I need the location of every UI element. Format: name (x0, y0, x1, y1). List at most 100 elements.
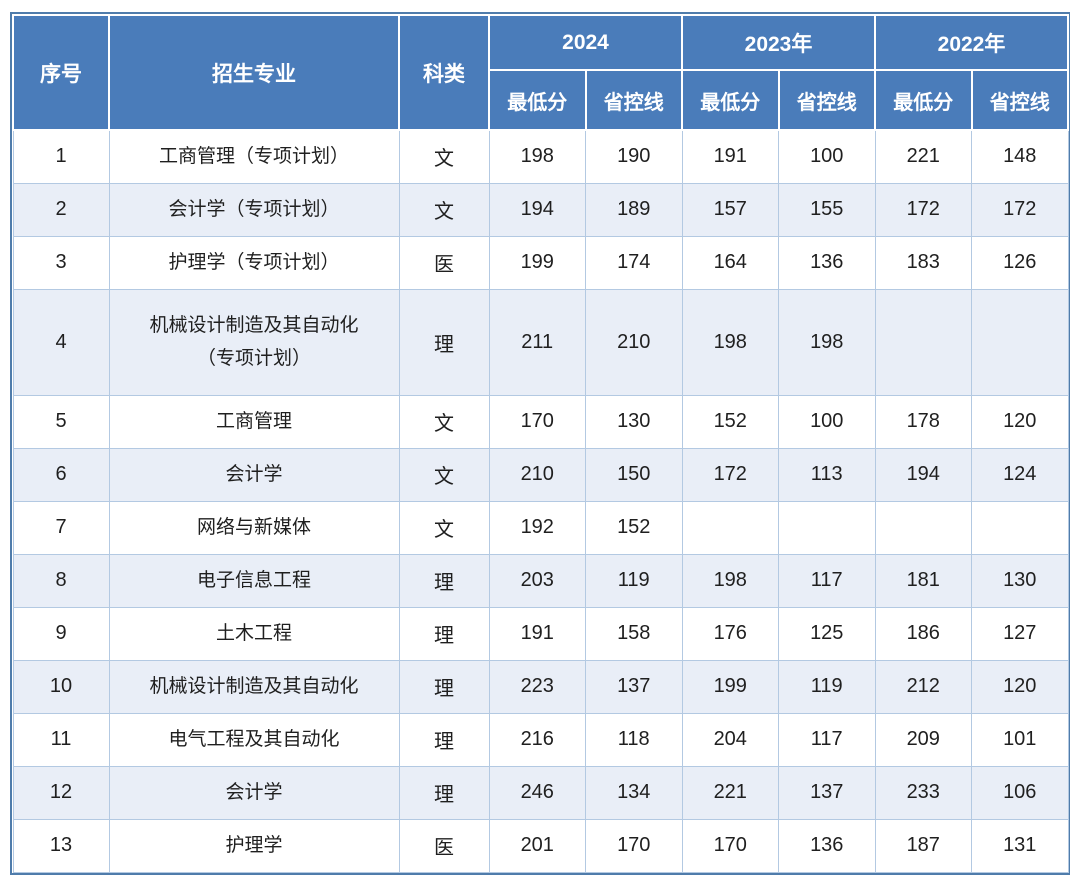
cell-index: 6 (12, 447, 110, 502)
cell-score: 246 (488, 765, 586, 820)
cell-score: 199 (681, 659, 779, 714)
cell-score: 119 (778, 659, 876, 714)
table-row: 7 网络与新媒体文 192 152 (12, 500, 1069, 555)
cell-score: 198 (778, 288, 876, 396)
cell-score: 170 (488, 394, 586, 449)
cell-score: 101 (971, 712, 1069, 767)
cell-major: 电气工程及其自动化 (108, 712, 400, 767)
cell-major: 工商管理（专项计划） (108, 129, 400, 184)
cell-index: 9 (12, 606, 110, 661)
cell-score: 157 (681, 182, 779, 237)
cell-score: 124 (971, 447, 1069, 502)
cell-index: 7 (12, 500, 110, 555)
cell-score: 158 (585, 606, 683, 661)
cell-index: 2 (12, 182, 110, 237)
subheader-control-line-2022: 省控线 (970, 69, 1069, 131)
cell-score: 198 (681, 553, 779, 608)
cell-index: 11 (12, 712, 110, 767)
cell-score: 172 (971, 182, 1069, 237)
cell-score: 120 (971, 394, 1069, 449)
cell-major: 土木工程 (108, 606, 400, 661)
cell-score: 211 (488, 288, 586, 396)
cell-major: 护理学（专项计划） (108, 235, 400, 290)
cell-score: 130 (585, 394, 683, 449)
table-row: 3 护理学（专项计划）医 199 174 164 136 183 126 (12, 235, 1069, 290)
cell-index: 3 (12, 235, 110, 290)
cell-score: 134 (585, 765, 683, 820)
cell-category: 文 (398, 394, 490, 449)
cell-index: 10 (12, 659, 110, 714)
cell-index: 1 (12, 129, 110, 184)
cell-score: 199 (488, 235, 586, 290)
cell-score: 221 (874, 129, 972, 184)
subheader-min-score-2024: 最低分 (488, 69, 587, 131)
cell-score: 210 (585, 288, 683, 396)
cell-category: 理 (398, 659, 490, 714)
cell-index: 5 (12, 394, 110, 449)
table-row: 12 会计学理 246 134 221 137 233 106 (12, 765, 1069, 820)
cell-category: 文 (398, 447, 490, 502)
cell-score: 172 (874, 182, 972, 237)
cell-score: 106 (971, 765, 1069, 820)
cell-score: 223 (488, 659, 586, 714)
cell-major: 会计学 (108, 447, 400, 502)
cell-score: 174 (585, 235, 683, 290)
cell-major: 会计学（专项计划） (108, 182, 400, 237)
cell-score: 130 (971, 553, 1069, 608)
cell-score: 164 (681, 235, 779, 290)
cell-score: 209 (874, 712, 972, 767)
cell-score (971, 288, 1069, 396)
cell-category: 文 (398, 129, 490, 184)
cell-score: 125 (778, 606, 876, 661)
table-body: 1 工商管理（专项计划）文 198 190 191 100 221 148 2 会计学（专项计划）… (12, 129, 1069, 873)
cell-score: 191 (488, 606, 586, 661)
table-row: 8 电子信息工程理 203 119 198 117 181 130 (12, 553, 1069, 608)
cell-score: 117 (778, 553, 876, 608)
cell-score: 150 (585, 447, 683, 502)
cell-category: 理 (398, 553, 490, 608)
table-row: 11 电气工程及其自动化理 216 118 204 117 209 101 (12, 712, 1069, 767)
cell-score: 194 (874, 447, 972, 502)
cell-score: 181 (874, 553, 972, 608)
cell-index: 8 (12, 553, 110, 608)
table-row: 2 会计学（专项计划）文 194 189 157 155 172 172 (12, 182, 1069, 237)
cell-category: 理 (398, 765, 490, 820)
cell-score: 131 (971, 818, 1069, 873)
cell-score: 113 (778, 447, 876, 502)
cell-category: 医 (398, 235, 490, 290)
cell-score: 170 (585, 818, 683, 873)
admission-scores-table: 序号 招生专业 科类 2024 2023年 2022年 最低分 省控线 最低分 … (10, 12, 1070, 875)
cell-score: 118 (585, 712, 683, 767)
cell-score: 198 (488, 129, 586, 184)
cell-score: 152 (681, 394, 779, 449)
year-header-2023: 2023年 (681, 14, 876, 71)
cell-major: 机械设计制造及其自动化 （专项计划） (108, 288, 400, 396)
cell-category: 医 (398, 818, 490, 873)
table-row: 5 工商管理文 170 130 152 100 178 120 (12, 394, 1069, 449)
cell-score: 126 (971, 235, 1069, 290)
cell-score: 210 (488, 447, 586, 502)
cell-score: 212 (874, 659, 972, 714)
cell-score: 203 (488, 553, 586, 608)
subheader-control-line-2024: 省控线 (584, 69, 683, 131)
cell-score: 216 (488, 712, 586, 767)
cell-score: 189 (585, 182, 683, 237)
cell-index: 4 (12, 288, 110, 396)
cell-score: 186 (874, 606, 972, 661)
cell-score (874, 288, 972, 396)
cell-score: 204 (681, 712, 779, 767)
cell-score: 117 (778, 712, 876, 767)
cell-score: 176 (681, 606, 779, 661)
year-header-2024: 2024 (488, 14, 683, 71)
subheader-min-score-2022: 最低分 (874, 69, 973, 131)
cell-score: 221 (681, 765, 779, 820)
cell-score: 187 (874, 818, 972, 873)
cell-score: 137 (585, 659, 683, 714)
cell-score: 120 (971, 659, 1069, 714)
cell-major: 护理学 (108, 818, 400, 873)
cell-score: 137 (778, 765, 876, 820)
col-header-category: 科类 (398, 14, 490, 131)
cell-category: 理 (398, 712, 490, 767)
cell-score: 155 (778, 182, 876, 237)
table-row: 13 护理学医 201 170 170 136 187 131 (12, 818, 1069, 873)
